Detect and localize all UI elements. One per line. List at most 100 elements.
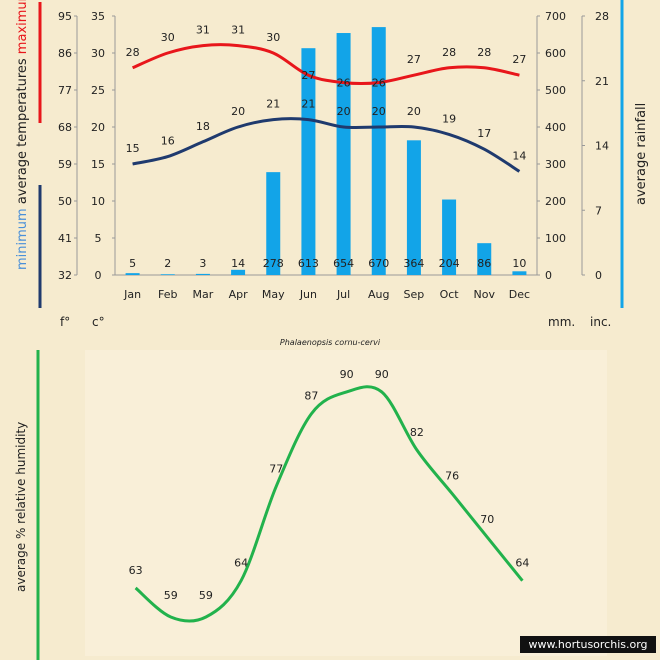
humidity-label: 87 <box>304 390 318 403</box>
minimum-temperature-label: 20 <box>372 105 386 118</box>
maximum-temperature-label: 31 <box>196 24 210 37</box>
month-label: Jun <box>299 288 317 301</box>
fahrenheit-tick: 32 <box>58 269 72 282</box>
rainfall-label: 364 <box>403 257 424 270</box>
minimum-temperature-label: 20 <box>337 105 351 118</box>
minimum-temperature-label: 21 <box>266 98 280 111</box>
inches-tick: 0 <box>595 269 602 282</box>
month-label: Nov <box>474 288 496 301</box>
rainfall-label: 654 <box>333 257 354 270</box>
rainfall-label: 204 <box>439 257 460 270</box>
humidity-label: 76 <box>445 470 459 483</box>
temperature-axis-title: minimum average temperatures maximum <box>15 0 30 270</box>
maximum-temperature-label: 30 <box>266 31 280 44</box>
celsius-tick: 20 <box>91 121 105 134</box>
month-label: Mar <box>193 288 214 301</box>
minimum-temperature-label: 19 <box>442 112 456 125</box>
fahrenheit-tick: 95 <box>58 10 72 23</box>
minimum-word: minimum <box>15 204 30 270</box>
minimum-temperature-label: 20 <box>407 105 421 118</box>
rainfall-label: 14 <box>231 257 245 270</box>
fahrenheit-unit: f° <box>60 315 70 329</box>
humidity-line <box>134 385 524 623</box>
rainfall-bar <box>477 243 492 275</box>
month-label: May <box>262 288 285 301</box>
humidity-label: 59 <box>164 589 178 602</box>
rainfall-bar <box>266 172 281 275</box>
inches-tick: 28 <box>595 10 609 23</box>
rainfall-bar <box>371 27 386 275</box>
fahrenheit-tick: 86 <box>58 47 72 60</box>
average-word: average <box>15 147 30 204</box>
humidity-label: 90 <box>340 368 354 381</box>
inches-tick: 21 <box>595 75 609 88</box>
watermark: www.hortusorchis.org <box>520 636 656 653</box>
mm-tick: 400 <box>545 121 566 134</box>
humidity-label: 64 <box>234 557 248 570</box>
maximum-temperature-label: 28 <box>477 46 491 59</box>
month-label: Sep <box>404 288 425 301</box>
temperatures-word: temperatures <box>15 54 30 147</box>
rainfall-bar <box>125 273 140 275</box>
month-label: Oct <box>440 288 460 301</box>
mm-tick: 500 <box>545 84 566 97</box>
mm-tick: 600 <box>545 47 566 60</box>
mm-tick: 200 <box>545 195 566 208</box>
inches-unit: inc. <box>590 315 611 329</box>
maximum-temperature-label: 30 <box>161 31 175 44</box>
rainfall-label: 613 <box>298 257 319 270</box>
month-label: Aug <box>368 288 389 301</box>
humidity-label: 59 <box>199 589 213 602</box>
mm-tick: 0 <box>545 269 552 282</box>
rainfall-bar <box>336 33 351 275</box>
rainfall-label: 3 <box>199 257 206 270</box>
month-label: Feb <box>158 288 177 301</box>
rainfall-bar <box>512 271 527 275</box>
celsius-tick: 15 <box>91 158 105 171</box>
mm-unit: mm. <box>548 315 575 329</box>
rainfall-label: 86 <box>477 257 491 270</box>
maximum-temperature-line <box>131 43 520 86</box>
fahrenheit-tick: 59 <box>58 158 72 171</box>
humidity-label: 70 <box>480 513 494 526</box>
rainfall-label: 5 <box>129 257 136 270</box>
rainfall-label: 2 <box>164 257 171 270</box>
celsius-tick: 5 <box>95 232 102 245</box>
fahrenheit-tick: 41 <box>58 232 72 245</box>
rainfall-bar <box>160 274 175 275</box>
celsius-tick: 35 <box>91 10 105 23</box>
celsius-tick: 30 <box>91 47 105 60</box>
rainfall-bar <box>406 140 421 275</box>
celsius-tick: 25 <box>91 84 105 97</box>
fahrenheit-tick: 77 <box>58 84 72 97</box>
month-label: Apr <box>229 288 249 301</box>
celsius-unit: c° <box>92 315 105 329</box>
humidity-label: 64 <box>515 557 529 570</box>
inches-tick: 14 <box>595 140 609 153</box>
rainfall-label: 10 <box>512 257 526 270</box>
rainfall-bar <box>231 269 246 275</box>
celsius-tick: 10 <box>91 195 105 208</box>
minimum-temperature-label: 18 <box>196 120 210 133</box>
month-label: Dec <box>509 288 530 301</box>
humidity-label: 82 <box>410 426 424 439</box>
rainfall-label: 670 <box>368 257 389 270</box>
maximum-temperature-label: 27 <box>301 69 315 82</box>
maximum-word: maximum <box>15 0 30 54</box>
maximum-temperature-label: 28 <box>126 46 140 59</box>
humidity-plot-background <box>85 350 607 656</box>
minimum-temperature-label: 17 <box>477 127 491 140</box>
rainfall-axis-title: average rainfall <box>634 103 649 205</box>
humidity-label: 77 <box>269 462 283 475</box>
maximum-temperature-label: 26 <box>337 77 351 90</box>
maximum-temperature-label: 27 <box>407 53 421 66</box>
mm-tick: 100 <box>545 232 566 245</box>
rainfall-bar <box>195 273 210 275</box>
minimum-temperature-label: 14 <box>512 149 526 162</box>
celsius-tick: 0 <box>95 269 102 282</box>
mm-tick: 700 <box>545 10 566 23</box>
minimum-temperature-label: 16 <box>161 135 175 148</box>
inches-tick: 7 <box>595 204 602 217</box>
rainfall-bar <box>301 48 316 275</box>
